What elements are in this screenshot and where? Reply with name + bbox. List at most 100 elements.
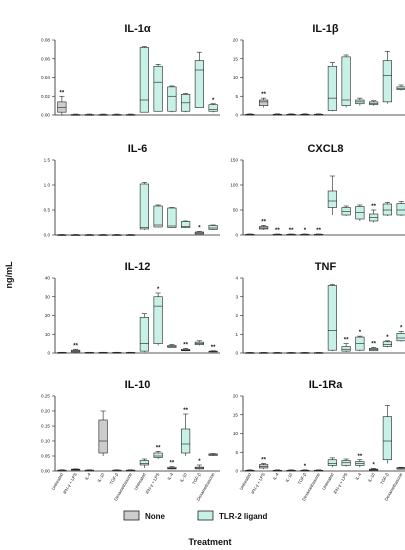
y-tick-label: 20	[233, 394, 239, 399]
y-tick-label: 30	[45, 294, 51, 299]
y-tick-label: 0.25	[41, 394, 50, 399]
box-tlr-2-ligand-il-10	[181, 220, 191, 228]
significance-label: **	[344, 338, 349, 344]
panel-title-il-10: IL-10	[125, 379, 151, 391]
chart-panels: IL-1α0.000.020.040.060.08***IL-1β0510152…	[41, 23, 405, 502]
y-tick-label: 40	[45, 276, 51, 281]
box-tlr-2-ligand-dexamethasone: *	[208, 98, 218, 113]
panel-title-il-12: IL-12	[125, 261, 151, 273]
box-tlr-2-ligand-il-10	[181, 93, 191, 113]
box-tlr-2-ligand-il-10: *	[369, 462, 379, 471]
box-tlr-2-ligand-ifn-lps	[341, 205, 351, 216]
panel-title-il-1: IL-1α	[124, 23, 151, 35]
box-body	[194, 60, 204, 108]
y-tick-label: 20	[45, 313, 51, 318]
box-none-il-10	[286, 113, 296, 116]
box-none-ifn-lps	[259, 352, 269, 354]
y-tick-label: 0.20	[41, 409, 50, 414]
y-tick-label: 0.08	[41, 38, 50, 43]
box-tlr-2-ligand-il-4	[167, 85, 177, 113]
box-none-untreated: **	[57, 90, 67, 115]
y-tick-label: 1	[235, 332, 238, 337]
box-tlr-2-ligand-tgf	[382, 202, 392, 216]
box-tlr-2-ligand-dexamethasone	[396, 84, 405, 91]
y-tick-label: 10	[233, 431, 239, 436]
box-tlr-2-ligand-il-10: **	[369, 204, 379, 223]
x-tick-label: IL-10	[96, 471, 106, 483]
box-body	[396, 333, 405, 342]
box-body	[167, 86, 177, 112]
panel-title-cxcl8: CXCL8	[307, 143, 343, 155]
box-tlr-2-ligand-tgf	[382, 405, 392, 464]
box-body	[259, 99, 269, 106]
box-tlr-2-ligand-il-4	[355, 204, 365, 221]
significance-label: *	[372, 462, 375, 468]
box-tlr-2-ligand-ifn-lps	[153, 204, 163, 228]
panel-il-6: IL-6 0.0 0.5 1.0 1.5 *	[44, 143, 220, 238]
box-none-il-4: **	[272, 228, 282, 236]
x-tick-label: Untreated	[238, 471, 252, 490]
box-tlr-2-ligand-il-10	[369, 100, 379, 106]
y-tick-label: 150	[230, 158, 238, 163]
box-none-il-4	[84, 113, 94, 116]
significance-label: **	[316, 228, 321, 234]
box-none-untreated	[57, 234, 67, 236]
box-tlr-2-ligand-il-4	[355, 97, 365, 106]
box-body	[181, 221, 191, 228]
significance-label: *	[359, 330, 362, 336]
box-body	[57, 101, 67, 113]
box-none-il-10	[98, 113, 108, 116]
box-tlr-2-ligand-il-10: **	[181, 408, 191, 456]
significance-label: **	[156, 446, 161, 452]
box-tlr-2-ligand-dexamethasone	[208, 224, 218, 230]
significance-label: **	[358, 454, 363, 460]
significance-label: **	[275, 228, 280, 234]
significance-label: *	[400, 325, 403, 331]
box-tlr-2-ligand-tgf	[382, 50, 392, 104]
box-body	[153, 296, 163, 344]
box-tlr-2-ligand-dexamethasone	[396, 466, 405, 470]
box-none-dexamethasone	[126, 234, 136, 236]
box-none-il-10	[286, 352, 296, 354]
box-body	[341, 56, 351, 106]
significance-label: *	[157, 287, 160, 293]
significance-label: *	[198, 459, 201, 465]
x-tick-label: TGF-β	[109, 472, 120, 486]
box-tlr-2-ligand-tgf: *	[194, 226, 204, 235]
legend-swatch-none	[123, 510, 140, 521]
x-tick-label: IFN-γ + LPS	[332, 472, 348, 495]
box-body	[382, 203, 392, 216]
box-none-il-10: **	[286, 228, 296, 236]
significance-label: **	[371, 204, 376, 210]
y-axis-label: ng/mL	[4, 261, 14, 288]
box-none-untreated	[57, 351, 67, 354]
box-body	[153, 452, 163, 458]
box-body	[382, 60, 392, 103]
y-tick-label: 0.5	[44, 208, 51, 213]
box-none-dexamethasone: **	[314, 228, 324, 236]
box-body	[396, 86, 405, 90]
y-tick-label: 0.15	[41, 424, 50, 429]
box-body	[139, 183, 149, 230]
significance-label: *	[304, 228, 307, 234]
box-none-tgf	[300, 113, 310, 116]
x-tick-label: IL-4	[84, 471, 92, 480]
panel-il-10: IL-100.000.050.100.150.200.25*******Untr…	[41, 379, 220, 502]
box-none-ifn-lps: **	[71, 343, 81, 353]
significance-label: **	[170, 461, 175, 467]
y-tick-label: 10	[45, 332, 51, 337]
box-body	[327, 285, 337, 351]
x-tick-label: TGF-β	[191, 472, 202, 486]
y-tick-label: 0	[235, 351, 238, 356]
box-body	[153, 205, 163, 228]
y-tick-label: 0.06	[41, 56, 50, 61]
box-tlr-2-ligand-untreated	[327, 175, 337, 215]
box-body	[327, 459, 337, 466]
legend-swatch-tlr2-ligand	[197, 510, 214, 521]
significance-label: **	[261, 92, 266, 98]
box-body	[327, 65, 337, 111]
box-none-ifn-lps	[71, 113, 81, 116]
panel-title-il-1ra: IL-1Ra	[309, 379, 344, 391]
y-tick-label: 0.05	[41, 454, 50, 459]
